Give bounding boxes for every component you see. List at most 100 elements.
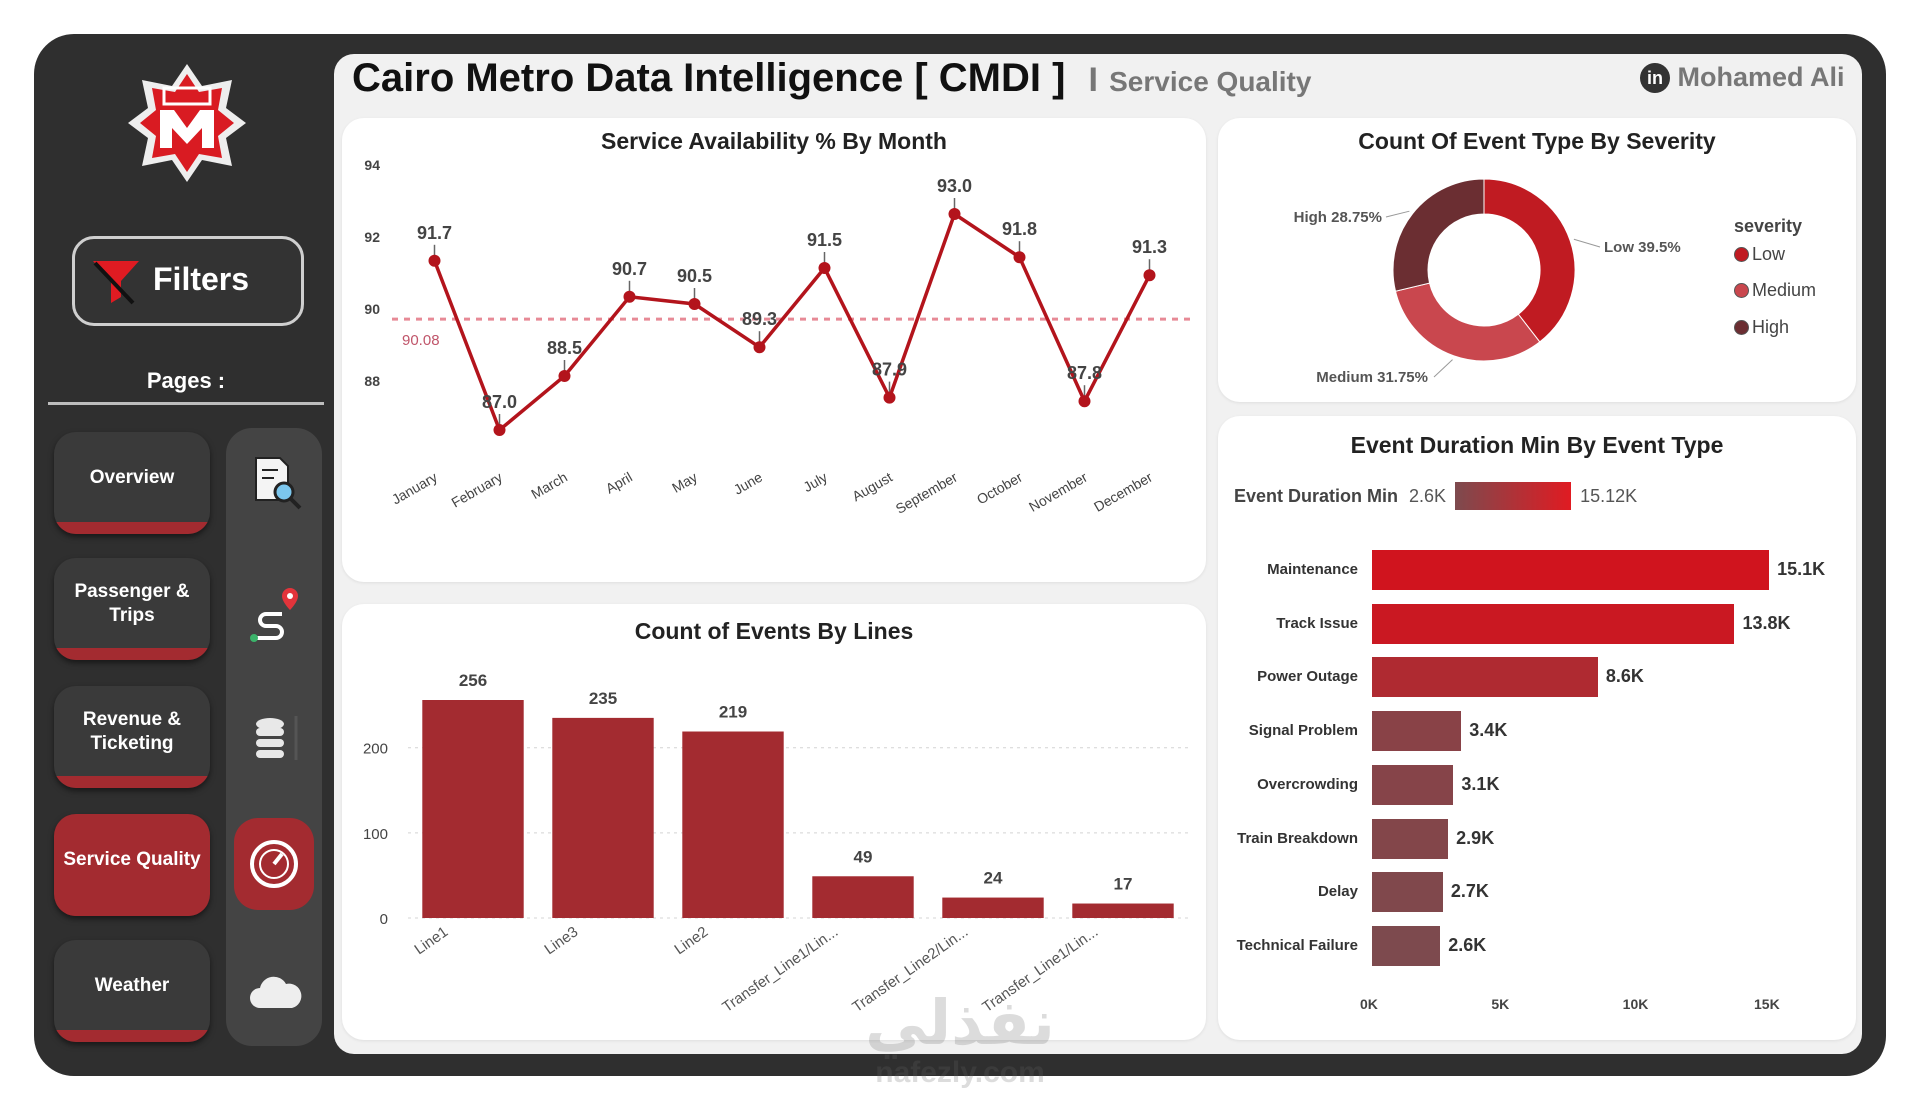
donut-leader-line [1573,238,1601,248]
duration-category-label: Technical Failure [1236,936,1358,954]
data-point [883,391,896,404]
filter-icon [89,257,145,312]
bar-value-label: 17 [1114,875,1133,894]
duration-category-label: Train Breakdown [1237,829,1358,847]
watermark-latin: nafezly.com [875,1056,1045,1089]
legend-high[interactable]: High [1734,317,1789,338]
severity-title: Count Of Event Type By Severity [1358,128,1716,154]
route-pin-icon[interactable] [246,584,306,644]
availability-line-chart: 88 90 92 94 90.08 91.7 January 87.0 February 88.5… [364,157,1192,517]
x-tick-label: February [448,469,505,511]
x-tick-label: April [603,469,635,497]
nav-overview[interactable]: Overview [54,432,210,534]
cairo-metro-logo [122,58,252,188]
duration-bar [1372,603,1735,644]
legend-medium-swatch [1734,283,1749,298]
data-label: 87.8 [1067,363,1102,383]
data-label: 91.3 [1132,237,1167,257]
duration-category-label: Delay [1317,883,1358,901]
data-label: 87.9 [872,360,907,380]
y-tick-label: 200 [363,741,388,758]
x-tick-label: 5K [1491,996,1510,1012]
x-tick-label: August [849,469,895,505]
legend-medium-label: Medium [1752,280,1817,300]
duration-bar [1372,711,1462,752]
duration-value-label: 2.7K [1450,881,1489,902]
data-label: 90.5 [677,266,712,286]
donut-slice-medium [1394,282,1541,362]
event-bar [1072,903,1174,918]
duration-value-label: 2.6K [1448,934,1487,955]
availability-card: Service Availability % By Month 88 90 92 94… [342,118,1206,582]
donut-slice-label: Low 39.5% [1604,239,1681,256]
data-label: 91.8 [1002,219,1037,239]
legend-medium[interactable]: Medium [1734,280,1816,301]
duration-scale: Event Duration Min 2.6K 15.12K [1234,482,1637,510]
page-title: Cairo Metro Data Intelligence [ CMDI ] I… [352,56,1311,101]
duration-title: Event Duration Min By Event Type [1350,432,1724,458]
event-bar [942,897,1044,918]
legend-high-label: High [1752,317,1790,337]
duration-category-label: Maintenance [1267,561,1358,578]
duration-value-label: 13.8K [1742,612,1791,633]
nav-weather[interactable]: Weather [54,940,210,1042]
data-label: 90.7 [612,259,647,279]
duration-category-label: Track Issue [1276,614,1358,632]
title-separator: I [1088,61,1098,99]
average-label: 90.08 [402,332,440,349]
data-point [428,254,441,267]
duration-gradient-bar [1455,482,1572,510]
data-point [1143,269,1156,282]
donut-leader-line [1385,210,1410,218]
gauge-icon[interactable] [234,818,314,910]
y-tick-label: 0 [380,911,388,928]
nav-service-quality[interactable]: Service Quality [54,814,210,916]
filters-button[interactable]: Filters [72,236,304,326]
duration-category-label: Signal Problem [1248,722,1358,740]
duration-bar [1372,872,1443,913]
nav-revenue-ticketing[interactable]: Revenue & Ticketing [54,686,210,788]
x-tick-label: July [800,469,830,495]
event-bar [812,876,914,918]
duration-bar [1372,764,1454,805]
y-tick-label: 100 [363,826,388,843]
data-label: 89.3 [742,309,777,329]
bar-value-label: 219 [719,703,747,722]
duration-value-label: 3.4K [1469,720,1508,741]
severity-donut-chart: Low 39.5% Medium 31.75% High 28.75% [1294,178,1681,386]
x-tick-label: 10K [1622,996,1649,1012]
severity-card: Count Of Event Type By Severity Low 39.5… [1218,118,1856,402]
data-point [1078,395,1091,408]
database-icon[interactable] [252,708,308,768]
data-point [558,370,571,382]
x-tick-label: September [893,469,961,517]
author-credit[interactable]: in Mohamed Ali [1640,62,1845,93]
duration-bar-chart: Maintenance 15.1K Track Issue 13.8K Power Ou… [1218,416,1856,1040]
data-label: 87.0 [482,392,517,412]
y-tick-label: 92 [364,229,380,245]
duration-value-label: 2.9K [1456,827,1495,848]
event-bar [552,717,654,918]
legend-low[interactable]: Low [1734,244,1785,265]
legend-low-label: Low [1752,244,1786,264]
data-label: 91.5 [807,230,842,250]
x-tick-label: 15K [1754,996,1780,1012]
event-bar [682,731,784,918]
x-tick-label: March [528,469,570,502]
x-tick-label: 0K [1360,996,1378,1012]
x-tick-label: January [389,469,440,508]
x-tick-label: June [731,469,765,498]
nav-weather-label: Weather [94,975,170,996]
duration-scale-max: 15.12K [1580,486,1638,506]
nav-passenger-trips[interactable]: Passenger & Trips [54,558,210,660]
duration-value-label: 3.1K [1461,773,1500,794]
cloud-icon[interactable] [246,970,306,1014]
author-name: Mohamed Ali [1677,62,1845,92]
event-bar [422,700,524,918]
report-search-icon[interactable] [250,454,306,510]
x-tick-label: December [1091,469,1155,515]
duration-bar [1372,550,1770,590]
pages-divider [48,402,324,405]
filters-label: Filters [153,261,250,297]
severity-legend-title: severity [1734,216,1803,236]
